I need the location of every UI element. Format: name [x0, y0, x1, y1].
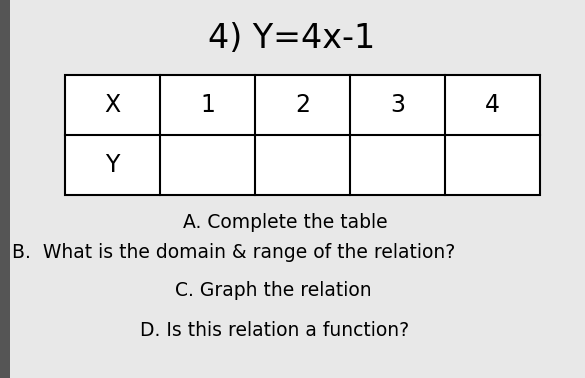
- Text: B.  What is the domain & range of the relation?: B. What is the domain & range of the rel…: [12, 243, 455, 262]
- Text: X: X: [105, 93, 121, 117]
- Text: 4: 4: [485, 93, 500, 117]
- Text: 4) Y=4x-1: 4) Y=4x-1: [208, 22, 376, 54]
- Text: 3: 3: [390, 93, 405, 117]
- Text: A. Complete the table: A. Complete the table: [183, 212, 387, 231]
- Text: 2: 2: [295, 93, 310, 117]
- Text: C. Graph the relation: C. Graph the relation: [175, 282, 371, 301]
- Text: D. Is this relation a function?: D. Is this relation a function?: [140, 321, 409, 339]
- Bar: [0, 0, 10, 378]
- Bar: [65, 75, 540, 195]
- Text: 1: 1: [200, 93, 215, 117]
- Text: Y: Y: [105, 153, 120, 177]
